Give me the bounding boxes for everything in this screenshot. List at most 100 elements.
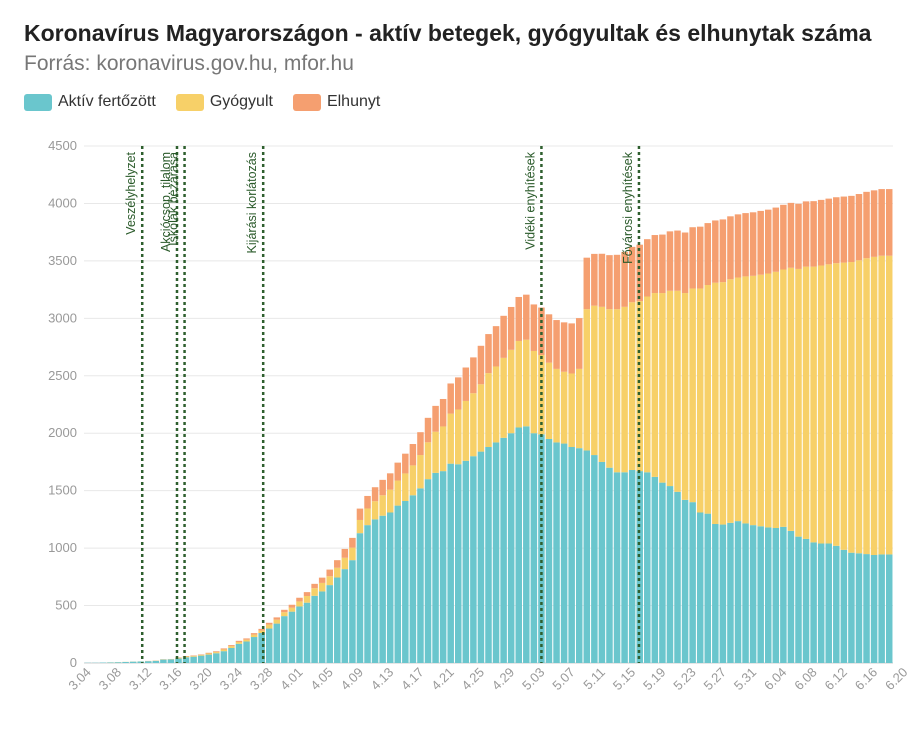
x-tick-label: 3.12 xyxy=(126,665,155,694)
bar-deceased xyxy=(719,219,727,283)
bar-recovered xyxy=(228,646,235,648)
bar-active xyxy=(583,450,591,663)
bar-active xyxy=(598,461,606,663)
bar-recovered xyxy=(787,267,795,531)
bar-deceased xyxy=(492,326,500,367)
bar-recovered xyxy=(628,302,636,470)
annotation-label: Iskolák bezárása xyxy=(167,152,181,246)
bar-recovered xyxy=(265,624,273,629)
legend-item-active[interactable]: Aktív fertőzött xyxy=(24,93,156,111)
bar-deceased xyxy=(462,367,470,401)
bar-deceased xyxy=(553,320,560,369)
annotation-label: Veszélyhelyzet xyxy=(124,151,138,234)
legend-item-recovered[interactable]: Gyógyult xyxy=(175,93,273,111)
x-tick-label: 5.11 xyxy=(580,665,608,693)
bar-active xyxy=(704,513,712,663)
bar-recovered xyxy=(749,275,757,526)
bar-recovered xyxy=(712,282,719,524)
bar-active xyxy=(175,658,182,663)
bar-active xyxy=(712,523,719,663)
bar-deceased xyxy=(749,212,757,276)
bar-active xyxy=(825,543,832,663)
bar-deceased xyxy=(568,323,575,374)
bar-active xyxy=(455,464,462,663)
bar-recovered xyxy=(341,557,349,570)
bar-deceased xyxy=(545,314,553,363)
bar-recovered xyxy=(447,413,454,464)
bar-recovered xyxy=(477,384,485,452)
bar-deceased xyxy=(689,227,696,289)
bar-recovered xyxy=(855,260,863,554)
bar-recovered xyxy=(394,480,402,506)
y-tick-label: 2000 xyxy=(48,425,77,440)
bar-active xyxy=(273,623,281,663)
bar-deceased xyxy=(825,198,832,265)
bar-active xyxy=(870,555,878,663)
bar-active xyxy=(379,515,386,663)
bar-active xyxy=(371,519,379,663)
legend-item-deceased[interactable]: Elhunyt xyxy=(292,93,381,111)
bar-deceased xyxy=(651,235,659,294)
y-tick-label: 4500 xyxy=(48,138,77,153)
bar-deceased xyxy=(250,633,258,635)
x-tick-label: 5.23 xyxy=(670,665,699,694)
bar-deceased xyxy=(530,304,538,351)
bar-active xyxy=(485,447,492,663)
bar-active xyxy=(432,472,439,663)
bar-active xyxy=(228,647,235,663)
bar-active xyxy=(651,476,659,663)
bar-recovered xyxy=(666,290,674,487)
bar-active xyxy=(500,437,507,663)
bar-active xyxy=(659,482,666,663)
bar-deceased xyxy=(243,638,250,640)
bar-active xyxy=(356,533,364,663)
bar-recovered xyxy=(455,409,462,465)
bar-active xyxy=(386,512,394,663)
x-tick-label: 3.16 xyxy=(156,665,185,694)
bar-active xyxy=(250,637,258,663)
x-tick-label: 6.04 xyxy=(761,665,790,694)
bar-recovered xyxy=(606,309,613,468)
bar-deceased xyxy=(727,216,734,280)
x-tick-label: 5.27 xyxy=(700,665,729,694)
bar-recovered xyxy=(742,276,749,524)
bar-active xyxy=(613,472,621,663)
bar-deceased xyxy=(560,322,568,372)
bar-recovered xyxy=(349,547,356,561)
bar-deceased xyxy=(704,223,712,286)
bar-recovered xyxy=(568,373,575,448)
bar-active xyxy=(409,495,417,663)
bar-recovered xyxy=(583,309,591,451)
bar-recovered xyxy=(462,400,470,461)
bar-recovered xyxy=(810,266,817,543)
bar-active xyxy=(523,426,530,663)
legend-label-deceased: Elhunyt xyxy=(326,93,381,110)
bar-recovered xyxy=(734,277,742,522)
bar-deceased xyxy=(515,296,522,341)
x-tick-label: 4.21 xyxy=(428,665,457,694)
bar-recovered xyxy=(530,350,538,434)
bar-recovered xyxy=(719,282,727,525)
bar-deceased xyxy=(485,334,492,374)
x-tick-label: 4.09 xyxy=(338,665,367,694)
bar-deceased xyxy=(205,652,213,654)
bar-active xyxy=(878,554,885,663)
bar-active xyxy=(560,443,568,663)
bar-deceased xyxy=(674,230,681,291)
bar-deceased xyxy=(598,253,606,307)
bar-active xyxy=(764,527,772,663)
x-tick-label: 4.05 xyxy=(307,665,336,694)
bar-recovered xyxy=(764,273,772,528)
bar-active xyxy=(833,545,840,663)
bar-recovered xyxy=(674,290,681,492)
bar-recovered xyxy=(772,271,780,529)
x-tick-label: 3.08 xyxy=(96,665,125,694)
bar-deceased xyxy=(523,294,530,340)
bar-recovered xyxy=(840,262,848,550)
bar-recovered xyxy=(318,582,326,592)
bar-active xyxy=(802,538,810,663)
bar-recovered xyxy=(757,274,764,527)
bar-active xyxy=(190,656,197,663)
